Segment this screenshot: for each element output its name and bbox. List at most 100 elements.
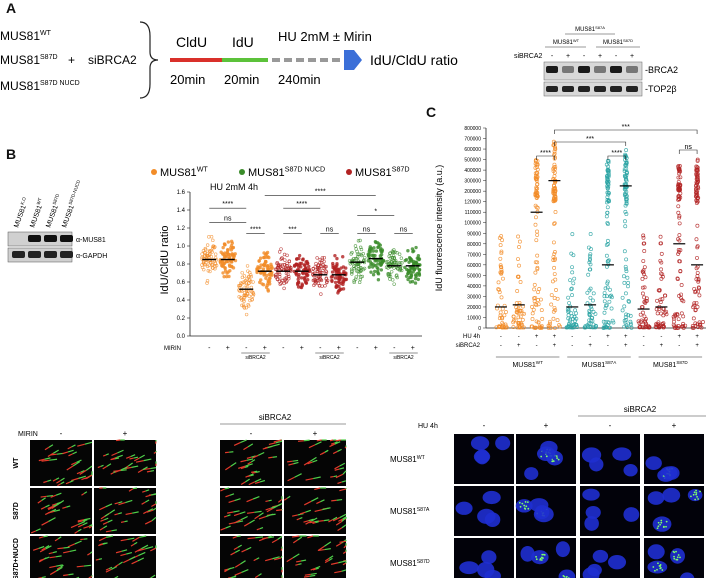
chart-b-ytick-label: 1.6 xyxy=(177,190,186,196)
chart-c-point xyxy=(565,307,570,312)
chart-c-point xyxy=(697,293,702,298)
chart-b-point xyxy=(358,265,363,270)
chart-b-point xyxy=(204,253,209,258)
chart-b-point xyxy=(224,274,229,279)
chart-c-point xyxy=(496,287,501,292)
chart-b-point xyxy=(296,280,301,285)
chart-b-point xyxy=(240,271,244,275)
blot-b-gapdh-label: α-GAPDH xyxy=(76,253,107,260)
fiber-image xyxy=(30,440,93,487)
chart-c-point xyxy=(608,294,613,299)
chart-b-point xyxy=(283,276,287,281)
chart-b-point xyxy=(280,278,284,283)
chart-b-point xyxy=(297,256,301,261)
chart-c-point xyxy=(552,249,557,254)
fiber-image xyxy=(220,535,283,578)
chart-c-point xyxy=(643,299,648,304)
svg-text:MUS81S87A: MUS81S87A xyxy=(575,25,605,33)
chart-c-point xyxy=(586,272,591,277)
foci-image xyxy=(644,434,704,484)
chart-c-point xyxy=(677,233,682,238)
chart-c-point xyxy=(516,315,521,320)
blot-a-sign: - xyxy=(583,53,586,60)
chart-c-point xyxy=(567,301,572,305)
chart-c-point xyxy=(587,321,592,326)
chart-c-point xyxy=(697,320,702,325)
chart-c-sig-label: **** xyxy=(611,150,622,157)
chart-c-point xyxy=(627,299,631,304)
chart-b-point xyxy=(339,281,343,286)
blot-a-top2b-band xyxy=(626,86,638,92)
chart-c-point xyxy=(657,288,662,293)
panel-a-western-blot: MUS81S87A MUS81WT MUS81S87D siBRCA2 - + - +… xyxy=(514,25,678,97)
chart-c-point xyxy=(659,251,664,256)
chart-c-point xyxy=(678,269,683,274)
chart-c-point xyxy=(568,319,573,324)
chart-c-point xyxy=(658,234,663,239)
chart-b-point xyxy=(350,270,354,274)
chart-b-point xyxy=(363,255,367,260)
chart-c-point xyxy=(551,240,556,245)
chart-b-point xyxy=(417,271,421,275)
chart-b-ytick-label: 1.4 xyxy=(177,208,186,214)
foci-image xyxy=(516,538,576,578)
chart-c-point xyxy=(588,321,593,326)
chart-c-point xyxy=(603,319,608,324)
foci-col-sign: - xyxy=(609,421,612,430)
blot-a-brca2-band xyxy=(546,66,558,73)
chart-c-point xyxy=(501,276,505,281)
chart-b-point xyxy=(370,253,374,258)
chart-c-point xyxy=(623,291,628,296)
chart-b-title: HU 2mM 4h xyxy=(210,182,258,192)
chart-c-point xyxy=(535,232,540,237)
chart-c-point xyxy=(605,238,610,243)
blot-a-brca2-band xyxy=(594,66,606,73)
chart-b-point xyxy=(282,281,286,286)
chart-b-sig-label: ns xyxy=(363,226,371,233)
chart-c-point xyxy=(533,158,538,163)
chart-c-point xyxy=(676,204,681,209)
chart-b-point xyxy=(208,249,212,254)
chart-c-point xyxy=(622,167,627,172)
chart-b-point xyxy=(373,239,378,244)
chart-b-point xyxy=(240,303,244,308)
chart-b-point xyxy=(233,258,238,263)
fiber-image xyxy=(284,439,347,486)
chart-b-point xyxy=(231,266,236,270)
chart-b-point xyxy=(285,261,289,266)
blot-b-gapdh-band xyxy=(44,251,57,258)
chart-c-point xyxy=(497,316,502,321)
foci-col-sign: - xyxy=(483,421,486,430)
chart-c-point xyxy=(571,253,576,258)
chart-c-point xyxy=(624,171,629,176)
chart-c-point xyxy=(622,191,627,196)
chart-c-point xyxy=(643,300,648,305)
fiber-image xyxy=(220,439,283,486)
chart-b-point xyxy=(335,262,339,266)
chart-b-point xyxy=(299,265,303,269)
chart-b-point xyxy=(367,265,372,269)
chart-b-point xyxy=(205,243,210,247)
chart-b-point xyxy=(237,295,241,299)
chart-c-point xyxy=(641,325,646,330)
chart-c-point xyxy=(624,257,629,262)
chart-b-point xyxy=(287,274,291,279)
chart-c-point xyxy=(551,316,556,321)
legend-b-marker xyxy=(239,169,245,175)
chart-b-point xyxy=(262,272,267,276)
chart-c-point xyxy=(518,308,522,313)
chart-c-row-value: - xyxy=(660,334,662,340)
chart-c-point xyxy=(676,317,681,322)
chart-b-point xyxy=(410,247,415,251)
chart-b-point xyxy=(249,285,254,290)
legend-b-entry: MUS81S87D xyxy=(355,166,410,179)
chart-b-point xyxy=(203,262,207,266)
blot-b-mus81-band xyxy=(60,235,73,242)
panel-a-scheme: MUS81WT MUS81S87D MUS81S87D NUCD + siBRC… xyxy=(0,21,678,99)
foci-image xyxy=(454,434,514,484)
chart-c-point xyxy=(604,325,609,330)
chart-c-point xyxy=(552,272,557,277)
chart-b-point xyxy=(241,303,246,307)
chart-b-point xyxy=(369,270,373,274)
chart-c-point xyxy=(518,325,523,330)
